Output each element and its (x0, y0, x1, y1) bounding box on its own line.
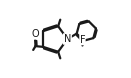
Text: N: N (64, 34, 71, 44)
Text: F: F (80, 35, 85, 45)
Text: O: O (31, 29, 39, 39)
